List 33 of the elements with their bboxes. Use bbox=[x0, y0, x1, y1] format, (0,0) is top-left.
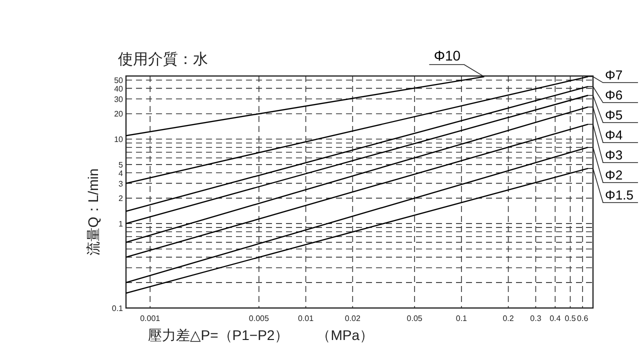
y-tick-label: 40 bbox=[114, 84, 124, 94]
y-tick-label: 5 bbox=[118, 160, 124, 170]
y-tick-label: 0.1 bbox=[112, 304, 124, 313]
y-tick-label: 4 bbox=[118, 168, 124, 178]
chart-title: 使用介質：水 bbox=[118, 51, 208, 68]
x-tick-label: 0.001 bbox=[140, 314, 161, 323]
x-tick-label: 0.005 bbox=[248, 314, 270, 323]
x-tick-label: 0.6 bbox=[577, 314, 589, 323]
x-tick-label: 0.1 bbox=[456, 314, 468, 323]
x-tick-label: 0.05 bbox=[406, 314, 423, 323]
series-label: Φ10 bbox=[434, 48, 461, 64]
x-tick-label: 0.5 bbox=[564, 314, 576, 323]
y-tick-label: 1 bbox=[118, 220, 124, 229]
series-label: Φ5 bbox=[605, 108, 623, 123]
x-axis-title: 壓力差△P=（P1−P2） （MPa） bbox=[148, 327, 374, 343]
x-tick-label: 0.2 bbox=[502, 314, 514, 323]
series-label: Φ6 bbox=[605, 88, 623, 103]
y-tick-label: 10 bbox=[114, 135, 124, 144]
x-tick-label: 0.01 bbox=[298, 314, 314, 323]
text: Φ4 bbox=[605, 128, 623, 143]
y-tick-label: 20 bbox=[114, 110, 124, 119]
x-tick-label: 0.3 bbox=[530, 314, 542, 323]
x-tick-label: 0.4 bbox=[550, 314, 562, 323]
series-label: Φ7 bbox=[605, 68, 623, 83]
y-tick-label: 30 bbox=[114, 94, 124, 104]
y-tick-label: 3 bbox=[118, 179, 124, 188]
y-tick-label: 2 bbox=[118, 194, 124, 204]
y-tick-label: 50 bbox=[114, 76, 124, 86]
text: Φ3 bbox=[605, 148, 623, 163]
text: Φ2 bbox=[605, 168, 623, 183]
y-axis-title: 流量Q：L/min bbox=[85, 168, 101, 256]
series-label: Φ1.5 bbox=[605, 188, 634, 203]
x-tick-label: 0.02 bbox=[344, 314, 361, 323]
